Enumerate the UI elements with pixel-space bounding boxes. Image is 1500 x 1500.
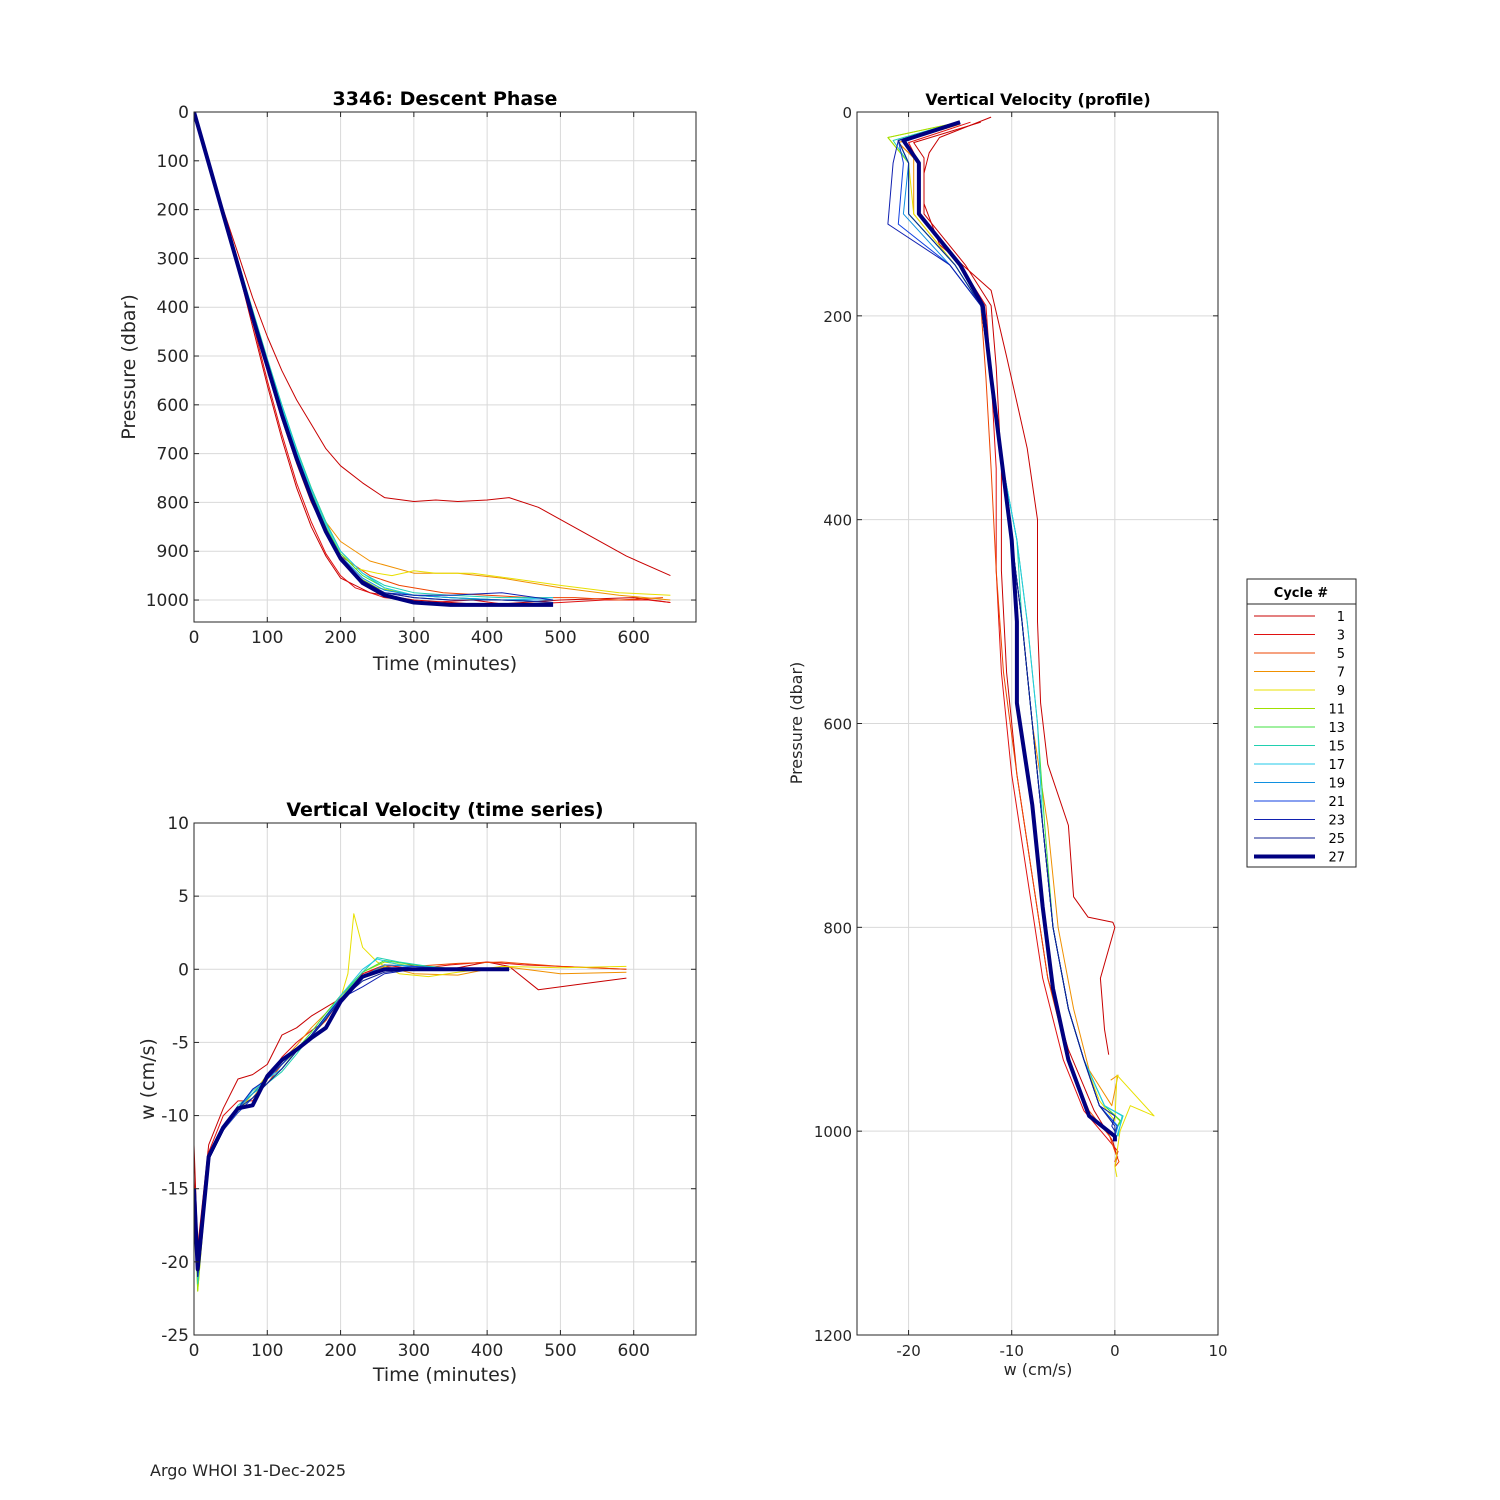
vv-time-plot-border: [193, 822, 697, 1336]
vv-time-plot-area: [193, 822, 697, 1336]
vv-time-ylabel: w (cm/s): [137, 1038, 159, 1120]
x-tick-label: 100: [251, 1341, 283, 1361]
x-tick-label: 200: [324, 1341, 356, 1361]
legend-label: 13: [1328, 721, 1345, 736]
y-tick-label: 300: [157, 249, 189, 269]
vv-time-xlabel: Time (minutes): [372, 1364, 517, 1386]
y-tick-label: 0: [178, 960, 189, 980]
y-tick-label: 5: [178, 887, 189, 907]
y-tick-label: 10: [167, 814, 189, 834]
y-tick-label: 100: [157, 152, 189, 172]
y-tick-label: 900: [157, 542, 189, 562]
y-tick-label: 200: [823, 308, 852, 326]
vv-profile-title: Vertical Velocity (profile): [925, 90, 1150, 109]
y-tick-label: 200: [157, 201, 189, 221]
y-tick-label: 700: [157, 445, 189, 465]
y-tick-label: 1000: [814, 1123, 852, 1141]
legend-label: 5: [1337, 647, 1345, 662]
legend-label: 19: [1328, 777, 1345, 792]
y-tick-label: 0: [842, 104, 852, 122]
x-tick-label: -10: [999, 1342, 1024, 1360]
legend-label: 11: [1328, 703, 1345, 718]
x-tick-label: 400: [471, 1341, 503, 1361]
descent-phase-panel: 0 100 200 300 400 500 600 0 100 200 300 400 500 600 70…: [118, 88, 697, 675]
y-tick-label: -25: [161, 1326, 189, 1346]
vv-time-panel: 0 100 200 300 400 500 600 -25 -20 -15 -10 -5 0 5 10 Ve…: [137, 799, 697, 1386]
x-tick-label: 10: [1208, 1342, 1227, 1360]
vv-profile-xlabel: w (cm/s): [1004, 1360, 1073, 1379]
legend-label: 25: [1328, 832, 1345, 847]
y-tick-label: 600: [157, 396, 189, 416]
series-cycle-1: [194, 961, 627, 1248]
legend-label: 9: [1337, 684, 1345, 699]
x-tick-label: 0: [1110, 1342, 1120, 1360]
y-tick-label: 1200: [814, 1327, 852, 1345]
descent-xlabel: Time (minutes): [372, 653, 517, 675]
series-cycle-27: [901, 120, 1117, 1142]
y-tick-label: -5: [172, 1033, 189, 1053]
legend-label: 3: [1337, 629, 1345, 644]
y-tick-label: 800: [157, 493, 189, 513]
vv-time-title: Vertical Velocity (time series): [286, 799, 603, 821]
x-tick-label: 300: [398, 628, 430, 648]
series-cycle-25: [897, 123, 1116, 1137]
series-cycle-27: [194, 112, 554, 607]
y-tick-label: 400: [157, 298, 189, 318]
y-tick-label: 1000: [146, 591, 189, 611]
legend-label: 23: [1328, 814, 1345, 829]
x-tick-label: 100: [251, 628, 283, 648]
series-cycle-27: [194, 967, 510, 1272]
x-tick-label: 600: [617, 1341, 649, 1361]
legend-label: 17: [1328, 758, 1345, 773]
y-tick-label: 0: [178, 103, 189, 123]
series-cycle-1: [913, 121, 1118, 1167]
x-tick-label: 300: [398, 1341, 430, 1361]
legend-label: 27: [1328, 851, 1345, 866]
y-tick-label: -15: [161, 1180, 189, 1200]
descent-title: 3346: Descent Phase: [333, 88, 558, 110]
legend-label: 15: [1328, 740, 1345, 755]
y-tick-label: 600: [823, 716, 852, 734]
y-tick-label: 400: [823, 512, 852, 530]
footer-credit: Argo WHOI 31-Dec-2025: [150, 1461, 347, 1480]
x-tick-label: 0: [189, 1341, 200, 1361]
vv-profile-ylabel: Pressure (dbar): [787, 662, 806, 785]
y-tick-label: 800: [823, 919, 852, 937]
descent-ylabel: Pressure (dbar): [118, 294, 140, 440]
x-tick-label: 400: [471, 628, 503, 648]
legend-label: 1: [1337, 610, 1345, 625]
x-tick-label: 600: [617, 628, 649, 648]
y-tick-label: -20: [161, 1253, 189, 1273]
x-tick-label: -20: [896, 1342, 921, 1360]
x-tick-label: 0: [189, 628, 200, 648]
y-tick-label: -10: [161, 1107, 189, 1127]
legend-label: 21: [1328, 795, 1345, 810]
x-tick-label: 500: [544, 628, 576, 648]
legend-label: 7: [1337, 666, 1345, 681]
descent-plot-border: [193, 111, 697, 623]
x-tick-label: 200: [324, 628, 356, 648]
descent-plot-area: [193, 111, 697, 623]
series-cycle-1: [194, 112, 671, 577]
x-tick-label: 500: [544, 1341, 576, 1361]
legend-title: Cycle #: [1274, 586, 1329, 601]
y-tick-label: 500: [157, 347, 189, 367]
